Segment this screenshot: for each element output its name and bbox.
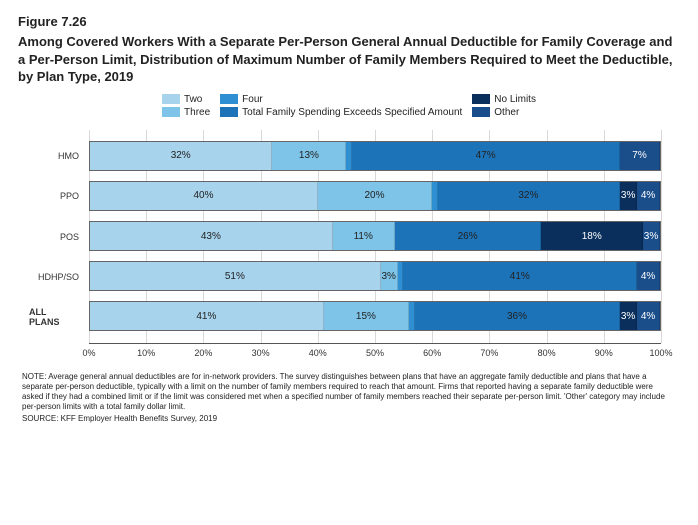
legend-swatch — [220, 94, 238, 104]
bar-row: 41%15%36%3%4% — [89, 301, 661, 331]
x-tick-label: 60% — [423, 348, 441, 358]
chart-title: Among Covered Workers With a Separate Pe… — [18, 33, 680, 86]
bar-segment-totfs: 47% — [352, 142, 620, 170]
legend-item-four: Four — [220, 94, 462, 105]
gridline — [661, 130, 662, 343]
legend: Two Four No Limits Three Total Family Spendi… — [18, 94, 680, 118]
source-text: SOURCE: KFF Employer Health Benefits Sur… — [18, 414, 680, 423]
bar-segment-other: 4% — [637, 262, 660, 290]
bar-segment-three: 13% — [272, 142, 346, 170]
bar-segment-nolim: 3% — [620, 182, 637, 210]
legend-label: Four — [242, 94, 263, 105]
x-tick-label: 20% — [194, 348, 212, 358]
legend-label: Other — [494, 107, 519, 118]
legend-label: Two — [184, 94, 202, 105]
bar-segment-nolim: 18% — [541, 222, 643, 250]
legend-label: No Limits — [494, 94, 536, 105]
legend-item-three: Three — [162, 107, 210, 118]
y-category-label: PPO — [29, 181, 85, 211]
bar-segment-other: 3% — [643, 222, 660, 250]
y-category-label: POS — [29, 222, 85, 252]
legend-item-totfs: Total Family Spending Exceeds Specified … — [220, 107, 462, 118]
figure-number: Figure 7.26 — [18, 14, 680, 29]
x-tick-label: 90% — [595, 348, 613, 358]
note-text: NOTE: Average general annual deductibles… — [18, 372, 680, 412]
legend-item-other: Other — [472, 107, 536, 118]
x-axis: 0%10%20%30%40%50%60%70%80%90%100% — [89, 346, 661, 366]
x-tick-label: 10% — [137, 348, 155, 358]
x-tick-label: 40% — [309, 348, 327, 358]
bar-row: 51%3%41%4% — [89, 261, 661, 291]
bar-row: 40%20%32%3%4% — [89, 181, 661, 211]
bar-segment-three: 3% — [381, 262, 398, 290]
x-tick-label: 70% — [480, 348, 498, 358]
bar-segment-totfs: 26% — [395, 222, 542, 250]
x-tick-label: 30% — [252, 348, 270, 358]
bar-segment-totfs: 41% — [403, 262, 637, 290]
bar-segment-other: 7% — [620, 142, 660, 170]
y-category-label: ALL PLANS — [29, 302, 85, 332]
legend-swatch — [472, 94, 490, 104]
y-category-label: HMO — [29, 141, 85, 171]
legend-swatch — [220, 107, 238, 117]
legend-item-nolim: No Limits — [472, 94, 536, 105]
x-tick-label: 80% — [538, 348, 556, 358]
legend-swatch — [162, 94, 180, 104]
bar-row: 43%11%26%18%3% — [89, 221, 661, 251]
bar-segment-two: 32% — [90, 142, 272, 170]
bar-segment-two: 41% — [90, 302, 324, 330]
bar-row: 32%13%47%7% — [89, 141, 661, 171]
x-tick-label: 50% — [366, 348, 384, 358]
legend-label: Three — [184, 107, 210, 118]
x-tick-label: 100% — [649, 348, 672, 358]
legend-swatch — [472, 107, 490, 117]
bar-segment-three: 15% — [324, 302, 410, 330]
legend-swatch — [162, 107, 180, 117]
chart-area: HMOPPOPOSHDHP/SOALL PLANS 32%13%47%7%40%… — [29, 126, 669, 366]
x-tick-label: 0% — [82, 348, 95, 358]
bar-segment-three: 20% — [318, 182, 432, 210]
bar-segment-three: 11% — [333, 222, 395, 250]
bar-segment-two: 40% — [90, 182, 318, 210]
bar-segment-nolim: 3% — [620, 302, 637, 330]
bar-segment-totfs: 36% — [415, 302, 620, 330]
y-category-label: HDHP/SO — [29, 262, 85, 292]
bar-segment-other: 4% — [637, 302, 660, 330]
bar-segment-two: 51% — [90, 262, 381, 290]
legend-item-two: Two — [162, 94, 210, 105]
bar-segment-other: 4% — [637, 182, 660, 210]
plot-area: 32%13%47%7%40%20%32%3%4%43%11%26%18%3%51… — [89, 130, 661, 344]
bar-segment-two: 43% — [90, 222, 333, 250]
legend-label: Total Family Spending Exceeds Specified … — [242, 107, 462, 118]
bar-segment-totfs: 32% — [438, 182, 620, 210]
